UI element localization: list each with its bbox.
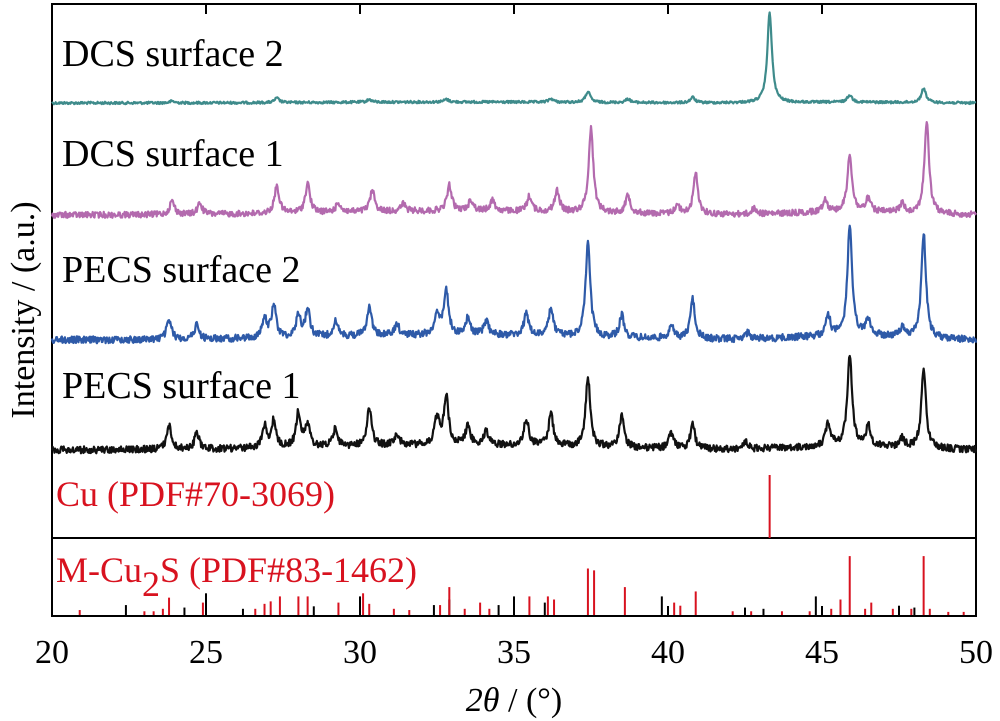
x-tick-label-25: 25 [189,634,223,671]
x-tick-label-30: 30 [343,634,377,671]
plot-frame [51,3,977,617]
series-labels: DCS surface 2 DCS surface 1 PECS surface… [56,33,417,604]
reference-label-m-cu2s-main: M-Cu [56,550,142,590]
reference-label-m-cu2s-subscript: 2 [142,564,160,604]
x-axis-title-symbol: 2θ [466,682,500,719]
pattern-line-pecs-surface-1 [50,354,978,455]
series-label-dcs-surface-2: DCS surface 2 [62,33,284,75]
reference-label-m-cu2s-end: S (PDF#83-1462) [160,550,417,590]
pattern-line-pecs-surface-2 [50,224,978,345]
reference-label-cu: Cu (PDF#70-3069) [56,474,335,514]
x-axis-title-unit: / (°) [500,682,563,719]
pattern-line-dcs-surface-1 [50,121,977,219]
x-tick-label-45: 45 [805,634,839,671]
x-axis-title: 2θ / (°) [466,682,562,719]
x-tick-label-20: 20 [35,634,69,671]
plot-area-border [51,3,977,617]
series-label-dcs-surface-1: DCS surface 1 [62,133,284,175]
x-tick-label-50: 50 [959,634,993,671]
y-axis-title: Intensity / (a.u.) [5,201,42,418]
series-label-pecs-surface-2: PECS surface 2 [62,249,301,291]
reference-label-m-cu2s: M-Cu2S (PDF#83-1462) [56,550,417,604]
x-tick-label-35: 35 [497,634,531,671]
x-tick-label-40: 40 [651,634,685,671]
series-layer [50,11,978,455]
pattern-line-dcs-surface-2 [51,11,977,106]
series-label-pecs-surface-1: PECS surface 1 [62,365,301,407]
x-axis-ticks: 20 25 30 35 40 45 50 [35,4,993,671]
